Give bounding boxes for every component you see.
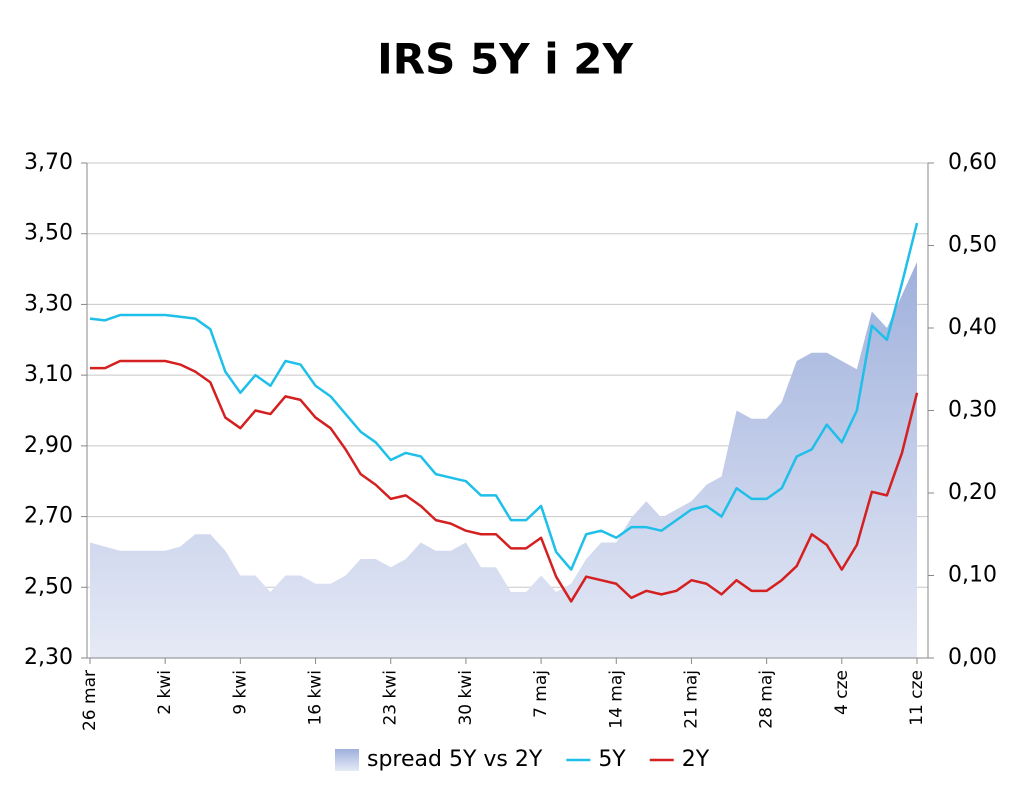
y2-tick-label: 0,00 bbox=[948, 645, 997, 670]
x-tick-label: 14 maj bbox=[606, 670, 626, 729]
series-line bbox=[90, 359, 919, 603]
series-line bbox=[89, 222, 919, 571]
y-tick-label: 3,50 bbox=[24, 221, 73, 246]
x-tick-label: 11 cze bbox=[907, 670, 927, 726]
y2-tick-label: 0,50 bbox=[948, 233, 997, 258]
y-tick-label: 2,50 bbox=[24, 574, 73, 599]
x-tick-label: 7 maj bbox=[531, 670, 551, 718]
y-tick-label: 3,30 bbox=[24, 291, 73, 316]
y2-tick-label: 0,40 bbox=[948, 315, 997, 340]
y-tick-label: 3,10 bbox=[24, 362, 73, 387]
legend-label: 5Y bbox=[598, 747, 626, 772]
x-tick-label: 9 kwi bbox=[230, 670, 250, 715]
y-tick-label: 2,30 bbox=[24, 645, 73, 670]
y2-tick-label: 0,30 bbox=[948, 398, 997, 423]
x-tick-label: 16 kwi bbox=[306, 670, 326, 726]
legend-label: spread 5Y vs 2Y bbox=[367, 747, 543, 772]
x-tick-label: 30 kwi bbox=[456, 670, 476, 726]
x-tick-label: 26 mar bbox=[80, 670, 100, 731]
x-tick-label: 23 kwi bbox=[381, 670, 401, 726]
x-tick-label: 28 maj bbox=[757, 670, 777, 729]
legend-label: 2Y bbox=[682, 747, 710, 772]
y-tick-label: 3,70 bbox=[24, 150, 73, 175]
x-tick-label: 4 cze bbox=[832, 670, 852, 715]
y2-tick-label: 0,20 bbox=[948, 480, 997, 505]
y-tick-label: 2,70 bbox=[24, 504, 73, 529]
spread-area bbox=[90, 262, 917, 658]
chart-title: IRS 5Y i 2Y bbox=[377, 35, 633, 84]
y-tick-label: 2,90 bbox=[24, 433, 73, 458]
y2-tick-label: 0,10 bbox=[948, 563, 997, 588]
y2-tick-label: 0,60 bbox=[948, 150, 997, 175]
legend-swatch bbox=[335, 749, 359, 771]
x-tick-label: 21 maj bbox=[681, 670, 701, 729]
x-tick-label: 2 kwi bbox=[155, 670, 175, 715]
